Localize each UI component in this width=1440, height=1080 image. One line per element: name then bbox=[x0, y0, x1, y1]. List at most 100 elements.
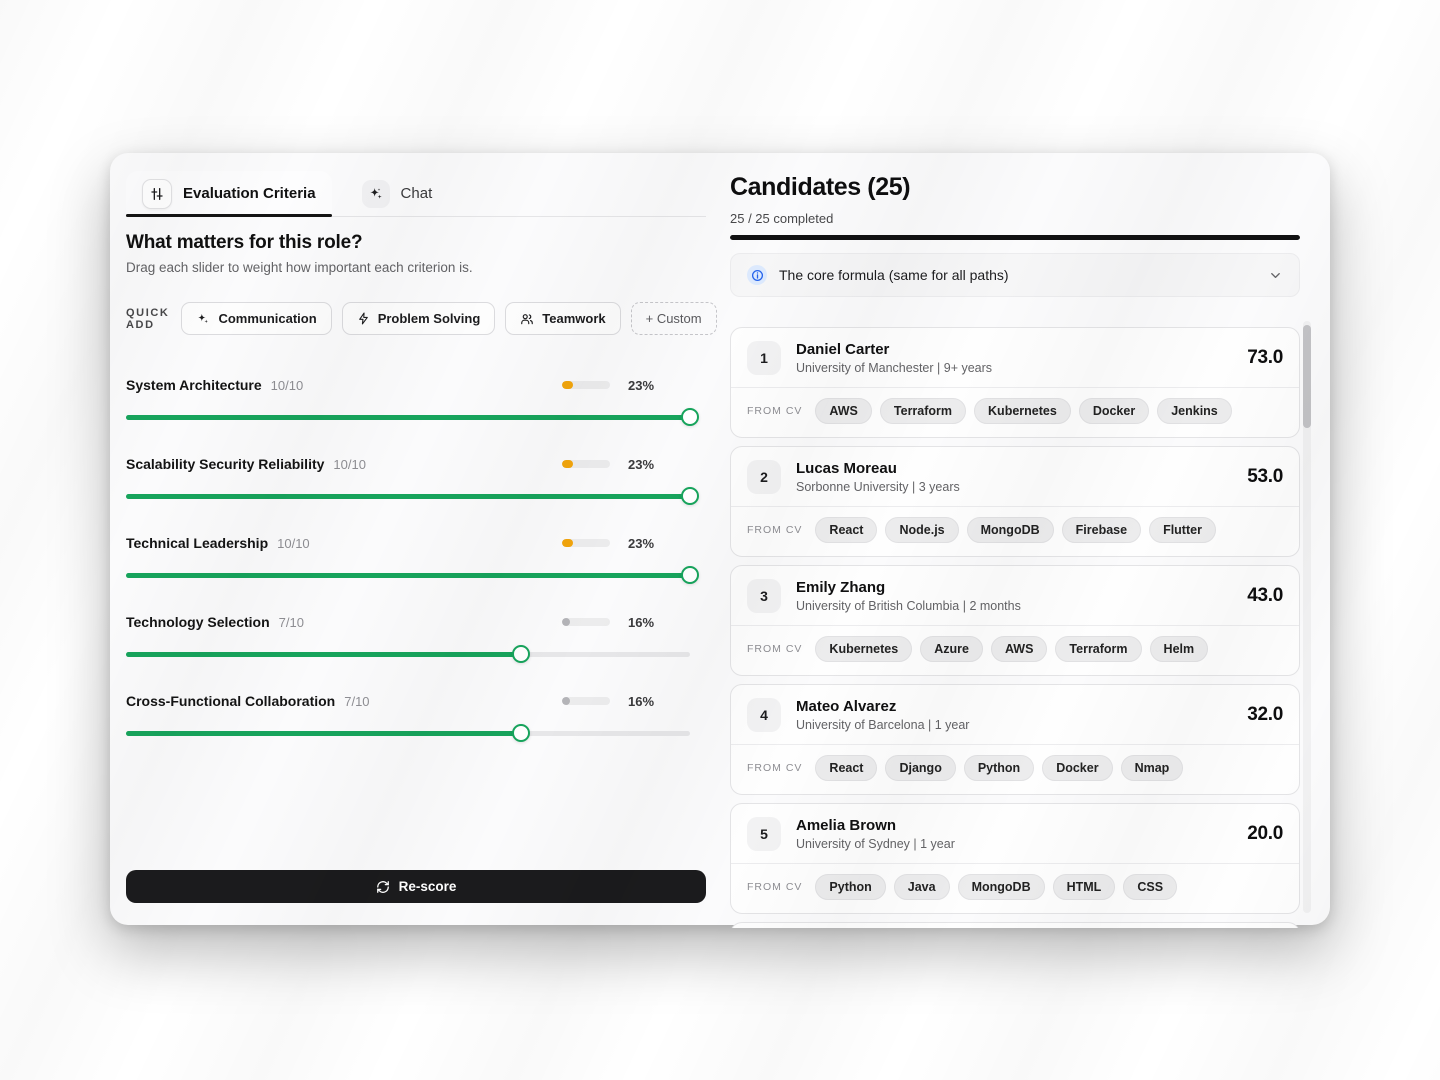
criterion-score: 7/10 bbox=[278, 614, 304, 630]
sparkles-icon bbox=[196, 312, 210, 326]
candidate-detail: University of British Columbia | 2 month… bbox=[796, 599, 1021, 613]
sparkles-icon bbox=[361, 179, 390, 208]
skill-chip: Firebase bbox=[1061, 517, 1142, 543]
quick-add-teamwork-button[interactable]: Teamwork bbox=[505, 302, 621, 335]
quick-add-row: QUICK ADD Communication Problem Solving bbox=[126, 302, 717, 335]
tab-label: Chat bbox=[400, 185, 433, 202]
criterion-name: Cross-Functional Collaboration bbox=[126, 693, 336, 709]
rank-badge: 2 bbox=[747, 460, 781, 494]
quick-add-problem-solving-button[interactable]: Problem Solving bbox=[341, 302, 496, 335]
criterion-score: 7/10 bbox=[344, 693, 370, 709]
candidate-score: 53.0 bbox=[1247, 466, 1283, 487]
weight-slider[interactable] bbox=[126, 566, 699, 584]
from-cv-label: FROM CV bbox=[747, 881, 803, 893]
weight-slider[interactable] bbox=[126, 645, 690, 663]
slider-handle[interactable] bbox=[511, 724, 530, 742]
completed-count: 25 / 25 completed bbox=[730, 211, 834, 226]
candidate-score: 32.0 bbox=[1247, 704, 1283, 725]
weight-indicator bbox=[562, 539, 610, 547]
tab-label: Evaluation Criteria bbox=[183, 185, 316, 202]
slider-handle[interactable] bbox=[681, 566, 699, 584]
skill-chip: Jenkins bbox=[1157, 398, 1232, 424]
scrollbar[interactable] bbox=[1303, 321, 1311, 913]
criterion-score: 10/10 bbox=[277, 535, 310, 551]
candidate-card-daniel-carter[interactable]: 1 Daniel Carter University of Manchester… bbox=[730, 327, 1300, 438]
scrollbar-thumb[interactable] bbox=[1303, 325, 1311, 428]
criterion-row-system-architecture: System Architecture 10/10 23% bbox=[126, 377, 706, 426]
criterion-row-technical-leadership: Technical Leadership 10/10 23% bbox=[126, 535, 706, 584]
candidates-title: Candidates (25) bbox=[730, 173, 911, 201]
weight-slider[interactable] bbox=[126, 724, 690, 742]
candidate-detail: University of Manchester | 9+ years bbox=[796, 361, 993, 375]
candidate-card-amelia-brown[interactable]: 5 Amelia Brown University of Sydney | 1 … bbox=[730, 803, 1300, 914]
completion-progress-bar bbox=[730, 235, 1300, 240]
slider-handle[interactable] bbox=[681, 408, 699, 426]
skill-chip: Python bbox=[963, 755, 1035, 781]
skill-chip: Flutter bbox=[1149, 517, 1216, 543]
quick-add-custom-button[interactable]: + Custom bbox=[630, 302, 717, 335]
slider-handle[interactable] bbox=[511, 645, 530, 663]
criterion-score: 10/10 bbox=[333, 456, 366, 472]
criterion-row-cross-functional-collaboration: Cross-Functional Collaboration 7/10 16% bbox=[126, 693, 706, 742]
candidate-score: 20.0 bbox=[1247, 823, 1283, 844]
candidates-panel: Candidates (25) 25 / 25 completed The co… bbox=[730, 153, 1316, 928]
tab-chat[interactable]: Chat bbox=[346, 171, 449, 216]
skill-chip: Kubernetes bbox=[815, 636, 913, 662]
app-window: Evaluation Criteria Chat What matters fo… bbox=[110, 153, 1330, 928]
candidate-card-partial[interactable] bbox=[730, 922, 1300, 928]
rescore-button[interactable]: Re-score bbox=[126, 870, 706, 903]
info-icon bbox=[747, 265, 767, 285]
sliders-icon bbox=[142, 178, 172, 209]
candidate-score: 43.0 bbox=[1247, 585, 1283, 606]
skill-chip: Kubernetes bbox=[974, 398, 1071, 424]
candidate-name: Lucas Moreau bbox=[796, 460, 897, 477]
skill-chip: AWS bbox=[815, 398, 872, 424]
skill-chip: AWS bbox=[990, 636, 1048, 662]
rank-badge: 1 bbox=[747, 341, 781, 375]
candidate-name: Daniel Carter bbox=[796, 341, 890, 358]
skill-chip: Azure bbox=[920, 636, 983, 662]
weight-percent: 16% bbox=[628, 614, 655, 630]
weight-percent: 23% bbox=[628, 535, 655, 551]
rank-badge: 3 bbox=[747, 579, 781, 613]
weight-percent: 23% bbox=[628, 456, 655, 472]
criterion-name: Scalability Security Reliability bbox=[126, 456, 325, 472]
criterion-name: System Architecture bbox=[126, 377, 262, 393]
quick-add-communication-button[interactable]: Communication bbox=[181, 302, 332, 335]
chevron-down-icon bbox=[1268, 268, 1283, 283]
candidate-detail: Sorbonne University | 3 years bbox=[796, 480, 960, 494]
candidate-name: Mateo Alvarez bbox=[796, 698, 897, 715]
skill-chip: React bbox=[815, 755, 878, 781]
page-title: What matters for this role? bbox=[126, 232, 363, 253]
weight-indicator bbox=[562, 381, 610, 389]
skill-chip: Node.js bbox=[885, 517, 959, 543]
skill-chip: Helm bbox=[1149, 636, 1209, 662]
formula-accordion[interactable]: The core formula (same for all paths) bbox=[730, 253, 1300, 297]
weight-percent: 23% bbox=[628, 377, 655, 393]
candidate-card-mateo-alvarez[interactable]: 4 Mateo Alvarez University of Barcelona … bbox=[730, 684, 1300, 795]
skill-chip: HTML bbox=[1052, 874, 1116, 900]
candidate-name: Emily Zhang bbox=[796, 579, 886, 596]
skill-chip: MongoDB bbox=[966, 517, 1054, 543]
from-cv-label: FROM CV bbox=[747, 762, 803, 774]
candidate-score: 73.0 bbox=[1247, 347, 1283, 368]
criterion-row-scalability-security-reliability: Scalability Security Reliability 10/10 2… bbox=[126, 456, 706, 505]
skill-chip: Python bbox=[815, 874, 886, 900]
candidate-card-lucas-moreau[interactable]: 2 Lucas Moreau Sorbonne University | 3 y… bbox=[730, 446, 1300, 557]
weight-indicator bbox=[562, 697, 610, 705]
tab-evaluation-criteria[interactable]: Evaluation Criteria bbox=[126, 171, 332, 217]
rank-badge: 4 bbox=[747, 698, 781, 732]
from-cv-label: FROM CV bbox=[747, 405, 803, 417]
weight-percent: 16% bbox=[628, 693, 655, 709]
weight-slider[interactable] bbox=[126, 408, 699, 426]
from-cv-label: FROM CV bbox=[747, 524, 803, 536]
candidate-card-emily-zhang[interactable]: 3 Emily Zhang University of British Colu… bbox=[730, 565, 1300, 676]
slider-handle[interactable] bbox=[681, 487, 699, 505]
tab-bar: Evaluation Criteria Chat bbox=[126, 153, 706, 217]
candidate-detail: University of Barcelona | 1 year bbox=[796, 718, 970, 732]
page-subtitle: Drag each slider to weight how important… bbox=[126, 260, 473, 275]
candidate-name: Amelia Brown bbox=[796, 817, 897, 834]
from-cv-label: FROM CV bbox=[747, 643, 803, 655]
skill-chip: Java bbox=[893, 874, 950, 900]
weight-slider[interactable] bbox=[126, 487, 699, 505]
